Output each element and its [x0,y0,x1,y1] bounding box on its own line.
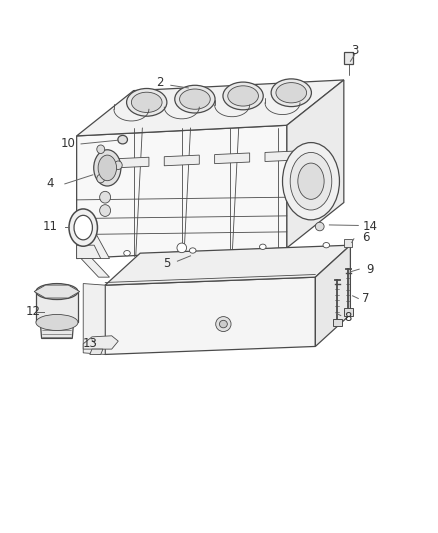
Ellipse shape [118,135,127,144]
Text: 10: 10 [60,138,75,150]
Text: 12: 12 [25,305,40,318]
Polygon shape [188,252,212,259]
Ellipse shape [219,320,227,328]
Bar [344,52,353,64]
Polygon shape [77,80,344,136]
Polygon shape [105,277,315,354]
Ellipse shape [271,79,311,107]
Text: 8: 8 [345,311,352,324]
Ellipse shape [223,82,263,110]
Ellipse shape [36,284,78,300]
Text: 2: 2 [156,76,164,89]
Ellipse shape [215,317,231,332]
Ellipse shape [94,150,121,186]
Ellipse shape [99,191,110,203]
Ellipse shape [177,243,187,253]
Text: 13: 13 [82,337,97,350]
Ellipse shape [290,152,332,210]
Ellipse shape [276,83,307,103]
Polygon shape [164,155,199,166]
Text: 11: 11 [43,220,58,233]
Polygon shape [36,292,78,322]
Ellipse shape [259,244,266,249]
Bar [344,308,353,316]
Ellipse shape [74,215,92,240]
Text: 3: 3 [351,44,358,57]
Text: 14: 14 [363,220,378,233]
Ellipse shape [175,85,215,113]
Polygon shape [77,229,110,259]
Ellipse shape [97,174,105,183]
Text: 9: 9 [366,263,374,276]
Ellipse shape [283,142,339,220]
Text: 6: 6 [362,231,370,244]
Ellipse shape [99,205,110,216]
Ellipse shape [98,155,117,181]
Bar [333,319,342,326]
Ellipse shape [180,89,210,109]
Polygon shape [83,336,118,349]
Ellipse shape [323,243,330,248]
Polygon shape [34,285,80,298]
Ellipse shape [124,251,131,256]
Text: 7: 7 [362,292,370,305]
Polygon shape [287,80,344,248]
Polygon shape [105,245,350,285]
Polygon shape [81,259,110,277]
Ellipse shape [127,88,167,116]
Ellipse shape [114,161,122,169]
Ellipse shape [97,145,105,154]
Polygon shape [158,252,182,259]
Polygon shape [254,252,278,259]
Text: 5: 5 [163,257,170,270]
Bar [344,239,352,247]
Polygon shape [265,151,300,161]
Polygon shape [114,157,149,168]
Polygon shape [90,349,103,354]
Polygon shape [40,322,74,338]
Ellipse shape [315,222,324,231]
Ellipse shape [189,248,196,253]
Polygon shape [77,125,287,259]
Polygon shape [315,245,350,346]
Polygon shape [223,252,247,259]
Polygon shape [83,284,105,354]
Polygon shape [215,153,250,164]
Polygon shape [77,245,101,259]
Ellipse shape [69,209,97,246]
Ellipse shape [298,163,324,199]
Text: 4: 4 [46,177,54,190]
Ellipse shape [131,92,162,112]
Ellipse shape [36,314,78,330]
Ellipse shape [228,86,258,106]
